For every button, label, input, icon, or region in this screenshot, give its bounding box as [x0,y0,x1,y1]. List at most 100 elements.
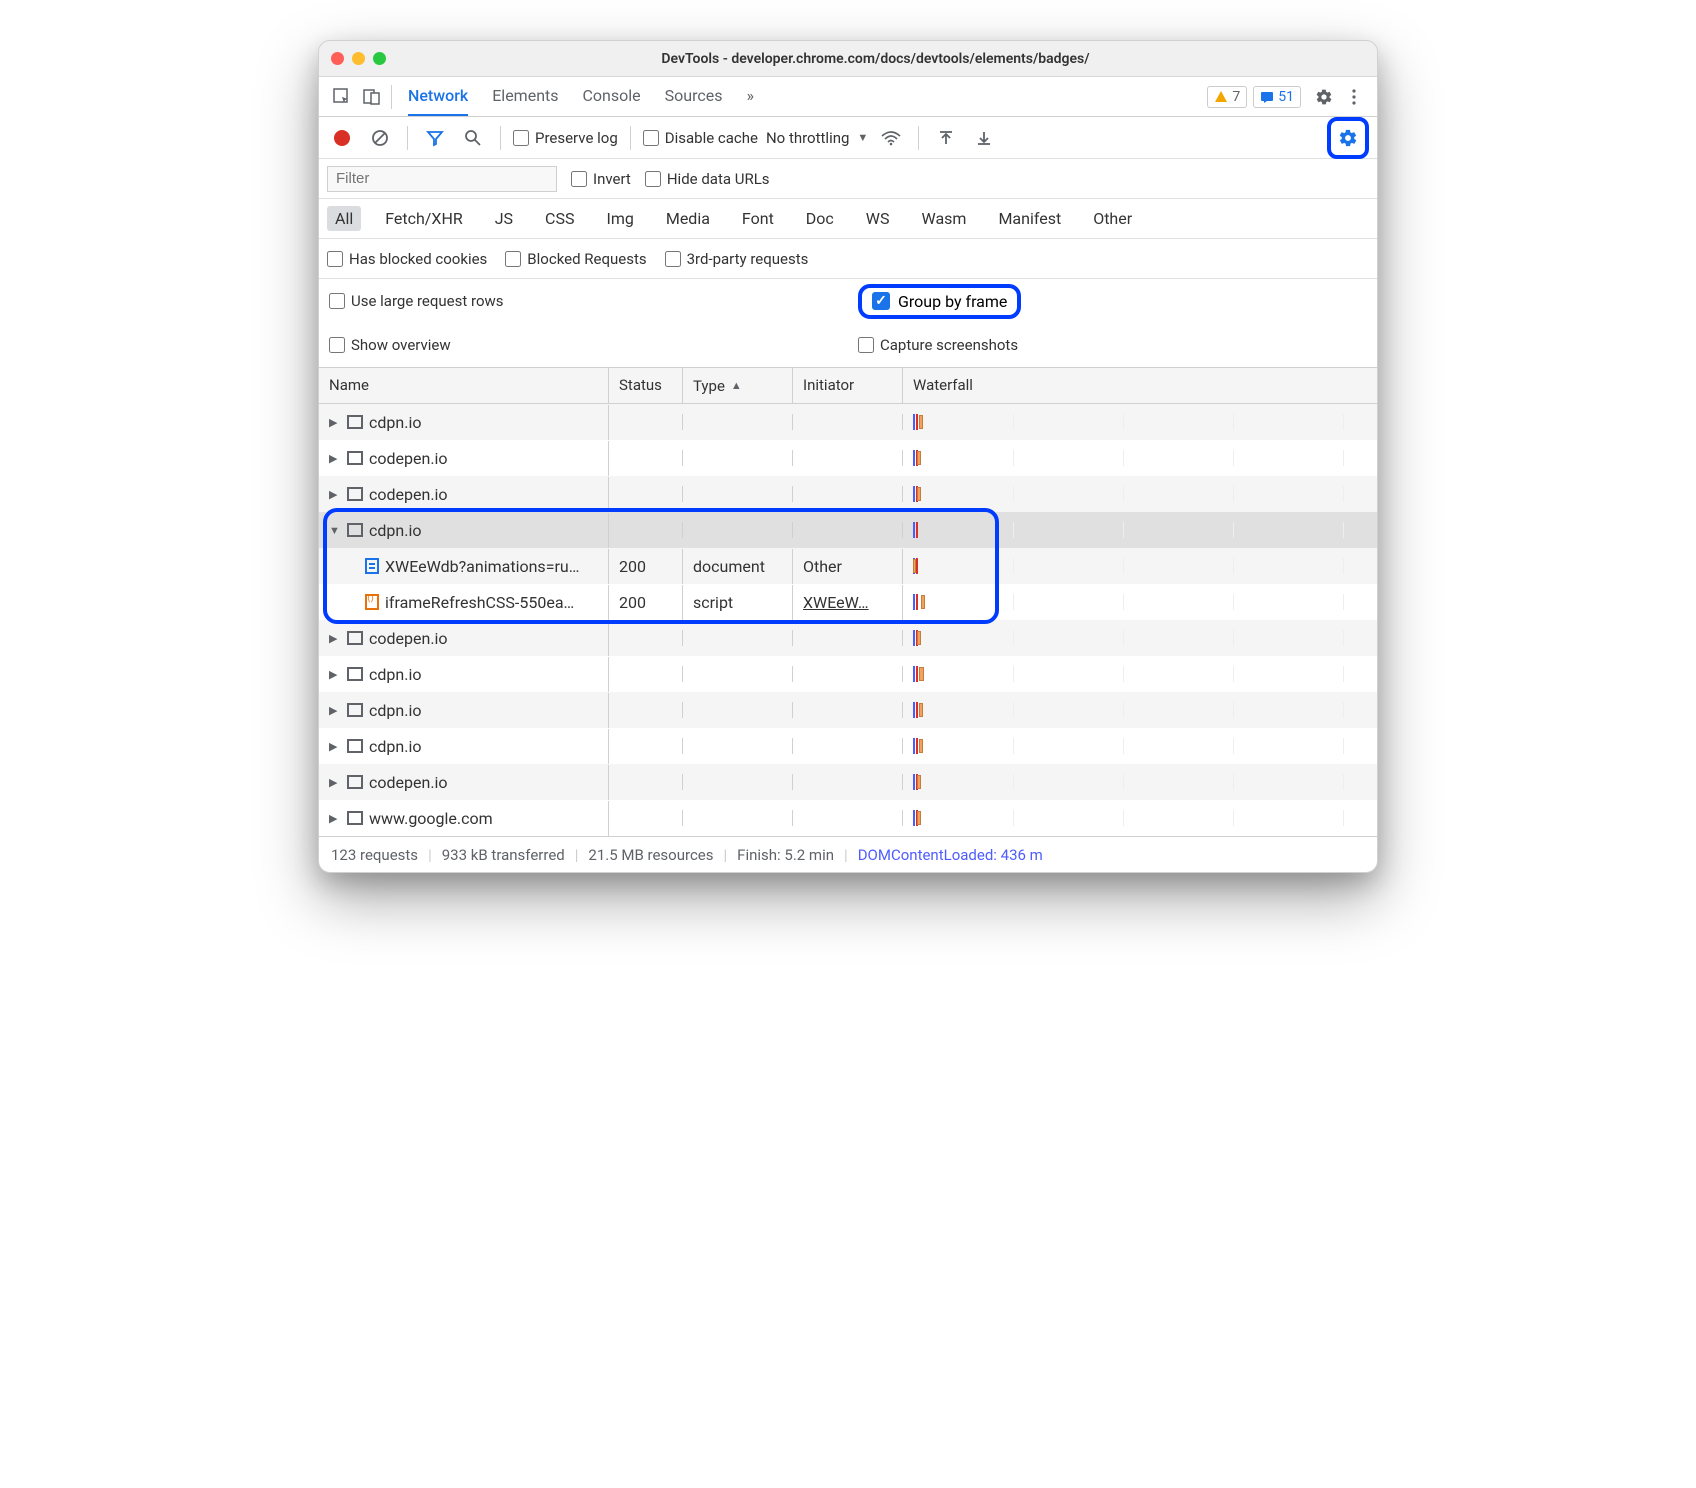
status-cell [609,450,683,466]
script-icon [365,594,379,610]
disclosure-icon[interactable]: ▶ [329,488,341,501]
waterfall-cell [903,666,1377,682]
use-large-rows-checkbox[interactable]: Use large request rows [329,292,838,310]
table-row[interactable]: ▶ codepen.io [319,764,1377,800]
export-har-icon[interactable] [969,123,999,153]
waterfall-cell [903,450,1377,466]
waterfall-cell [903,738,1377,754]
preserve-log-checkbox[interactable]: Preserve log [513,129,618,147]
table-row[interactable]: ▶codepen.io [319,476,1377,512]
maximize-icon[interactable] [373,52,386,65]
waterfall-bar [917,775,921,789]
status-finish: Finish: 5.2 min [737,846,834,864]
import-har-icon[interactable] [931,123,961,153]
type-filter-ws[interactable]: WS [858,206,898,231]
tab-console[interactable]: Console [583,77,641,116]
table-row[interactable]: ▼cdpn.io [319,512,1377,548]
network-conditions-icon[interactable] [876,123,906,153]
third-party-label: 3rd-party requests [687,250,809,268]
warnings-badge[interactable]: 7 [1207,86,1247,108]
minimize-icon[interactable] [352,52,365,65]
type-filter-media[interactable]: Media [658,206,718,231]
clear-button[interactable] [365,123,395,153]
type-cell [683,630,793,646]
col-initiator[interactable]: Initiator [793,368,903,403]
device-toggle-icon[interactable] [357,82,387,112]
table-row[interactable]: ▶cdpn.io [319,728,1377,764]
type-filter-fetchxhr[interactable]: Fetch/XHR [377,206,471,231]
throttling-dropdown[interactable]: No throttling ▼ [766,129,868,147]
initiator-cell [793,486,903,502]
waterfall-cell [903,774,1377,790]
initiator-cell[interactable]: XWEeW… [793,585,903,620]
disclosure-icon[interactable]: ▶ [329,776,341,789]
blocked-requests-checkbox[interactable]: Blocked Requests [505,250,646,268]
settings-gear-icon[interactable] [1309,82,1339,112]
network-table: ▶cdpn.io▶codepen.io▶codepen.io▼cdpn.ioXW… [319,404,1377,836]
waterfall-cell [903,486,1377,502]
settings-panel: Use large request rows ✓ Group by frame … [319,279,1377,368]
waterfall-cell [903,702,1377,718]
filter-icon[interactable] [420,123,450,153]
type-filter-all[interactable]: All [327,206,361,231]
col-type[interactable]: Type▲ [683,368,793,403]
blocked-row: Has blocked cookies Blocked Requests 3rd… [319,239,1377,279]
tabs-overflow[interactable]: » [747,77,755,116]
network-settings-gear-icon[interactable] [1333,123,1363,153]
table-row[interactable]: ▶codepen.io [319,440,1377,476]
type-cell [683,810,793,826]
disclosure-icon[interactable]: ▼ [329,524,341,537]
show-overview-checkbox[interactable]: Show overview [329,336,838,354]
type-filter-manifest[interactable]: Manifest [990,206,1069,231]
disclosure-icon[interactable]: ▶ [329,668,341,681]
record-button[interactable] [327,123,357,153]
col-name[interactable]: Name [319,368,609,403]
tab-sources[interactable]: Sources [665,77,723,116]
close-icon[interactable] [331,52,344,65]
disclosure-icon[interactable]: ▶ [329,812,341,825]
table-headers: Name Status Type▲ Initiator Waterfall [319,368,1377,404]
table-row[interactable]: ▶cdpn.io [319,656,1377,692]
table-row[interactable]: iframeRefreshCSS-550ea…200scriptXWEeW… [319,584,1377,620]
messages-badge[interactable]: 51 [1253,86,1301,108]
table-row[interactable]: XWEeWdb?animations=ru…200documentOther [319,548,1377,584]
status-cell: 200 [609,549,683,584]
frame-icon [347,631,363,645]
disclosure-icon[interactable]: ▶ [329,416,341,429]
type-filter-wasm[interactable]: Wasm [914,206,975,231]
disclosure-icon[interactable]: ▶ [329,704,341,717]
disable-cache-checkbox[interactable]: Disable cache [643,129,758,147]
disclosure-icon[interactable]: ▶ [329,740,341,753]
third-party-checkbox[interactable]: 3rd-party requests [665,250,809,268]
type-filter-css[interactable]: CSS [537,206,582,231]
type-filter-doc[interactable]: Doc [798,206,842,231]
filter-input[interactable] [327,166,557,192]
tab-elements[interactable]: Elements [492,77,558,116]
hide-data-urls-checkbox[interactable]: Hide data URLs [645,170,770,188]
group-by-frame-checkbox[interactable]: ✓ [872,292,890,310]
tab-network[interactable]: Network [408,77,468,116]
table-row[interactable]: ▶codepen.io [319,620,1377,656]
invert-checkbox[interactable]: Invert [571,170,631,188]
request-name: codepen.io [369,773,448,792]
disclosure-icon[interactable]: ▶ [329,632,341,645]
initiator-cell [793,450,903,466]
capture-screenshots-checkbox[interactable]: Capture screenshots [858,336,1367,354]
search-icon[interactable] [458,123,488,153]
col-waterfall[interactable]: Waterfall [903,368,1377,403]
type-filter-img[interactable]: Img [598,206,641,231]
col-status[interactable]: Status [609,368,683,403]
table-row[interactable]: ▶cdpn.io [319,404,1377,440]
waterfall-bar [917,811,921,825]
type-filter-font[interactable]: Font [734,206,782,231]
table-row[interactable]: ▶www.google.com [319,800,1377,836]
type-cell [683,738,793,754]
type-filter-other[interactable]: Other [1085,206,1140,231]
frame-icon [347,451,363,465]
table-row[interactable]: ▶cdpn.io [319,692,1377,728]
more-icon[interactable] [1339,82,1369,112]
type-filter-js[interactable]: JS [487,206,521,231]
has-blocked-cookies-checkbox[interactable]: Has blocked cookies [327,250,487,268]
inspect-icon[interactable] [327,82,357,112]
disclosure-icon[interactable]: ▶ [329,452,341,465]
